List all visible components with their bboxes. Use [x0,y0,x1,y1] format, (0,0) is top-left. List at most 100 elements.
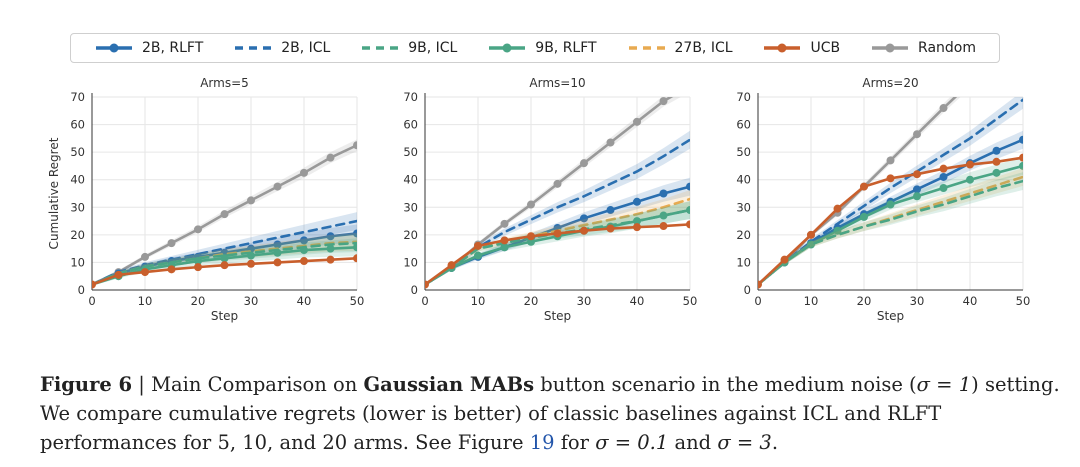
legend-label-9b-icl: 9B, ICL [408,40,458,56]
point-random [500,219,509,228]
caption-sigma-main: σ = 1 [916,373,972,396]
caption-sigma-low: σ = 0.1 [595,431,669,454]
y-tick-label: 30 [736,200,751,214]
legend-item-ucb: UCB [762,40,840,56]
point-2b-rlft [659,189,668,198]
point-9b-rlft [633,217,641,226]
point-random [273,182,282,191]
point-2b-rlft [300,236,308,245]
point-9b-rlft [353,243,357,252]
x-tick-label: 30 [577,294,592,308]
point-ucb [1019,153,1023,162]
legend-swatch-2b-rlft [95,43,132,53]
band-9b-rlft [758,156,1023,286]
caption-figure-label: Figure 6 [40,373,133,396]
point-ucb [247,259,255,268]
panel-arms-2: 0 10 20 30 40 50 0 10 20 30 40 50 60 70 Arms=10 Step [403,76,697,323]
point-9b-rlft [527,237,535,246]
legend-marker-2b-rlft [109,43,119,53]
legend-label-2b-rlft: 2B, RLFT [141,40,204,56]
band-2b-icl [758,97,1023,286]
point-2b-rlft [1019,135,1023,144]
point-random [553,179,562,188]
point-ucb [425,280,429,289]
caption-text-1: button scenario in the medium noise ( [534,373,917,396]
point-2b-rlft [326,232,335,241]
point-ucb [353,254,357,263]
point-random [194,225,202,234]
x-axis-label: Step [544,309,571,323]
point-ucb [527,232,535,241]
point-random [966,79,974,87]
point-ucb [659,222,668,231]
point-ucb [273,258,282,267]
panel-title: Arms=10 [529,76,585,90]
point-random [167,239,176,248]
x-tick-label: 0 [754,294,761,308]
series-line-9b-icl [92,241,357,286]
point-random [580,159,588,168]
point-ucb [966,160,974,169]
x-tick-label: 10 [138,294,153,308]
point-2b-rlft [353,229,357,238]
y-tick-label: 40 [70,173,85,187]
legend-item-2b-rlft: 2B, RLFT [94,40,203,56]
point-random [659,97,668,106]
y-tick-label: 30 [403,200,418,214]
legend-swatch-27b-icl [628,46,665,50]
y-tick-label: 50 [403,145,418,159]
y-tick-label: 10 [403,255,418,269]
panel-title: Arms=5 [200,76,249,90]
x-tick-label: 0 [88,294,95,308]
point-9b-rlft [966,175,974,184]
point-ucb [326,255,335,264]
caption-bold-topic: Gaussian MABs [363,373,535,396]
y-tick-label: 20 [736,228,751,242]
y-tick-label: 0 [411,283,418,297]
point-9b-rlft [1019,161,1023,170]
caption-and: and [668,431,718,454]
point-2b-rlft [992,146,1001,155]
caption-figure-ref-link[interactable]: 19 [529,431,555,454]
legend-item-27b-icl: 27B, ICL [627,40,733,56]
point-ucb [860,182,868,191]
point-random [606,138,615,147]
y-tick-label: 0 [744,283,751,297]
legend-item-random: Random [870,40,976,56]
point-9b-rlft [300,246,308,255]
point-9b-rlft [860,212,868,221]
point-random [300,168,308,177]
point-ucb [913,170,921,179]
point-random [686,82,694,90]
band-27b-icl [758,167,1023,286]
y-tick-label: 70 [403,90,418,104]
band-27b-icl [425,190,690,286]
point-9b-rlft [833,226,842,235]
point-ucb [92,280,96,289]
charts-svg: 0 10 20 30 40 50 0 10 20 30 40 50 60 70 Arms=5 Step Cumu… [47,76,1030,323]
y-tick-label: 50 [736,145,751,159]
y-tick-label: 30 [70,200,85,214]
caption-text-3: for [554,431,596,454]
y-axis-label: Cumulative Regret [47,137,61,249]
point-9b-rlft [500,243,509,252]
point-random [353,141,357,150]
point-ucb [500,236,509,245]
legend-swatch-9b-rlft [489,43,526,53]
y-tick-label: 20 [70,228,85,242]
point-2b-rlft [686,182,690,191]
x-axis-label: Step [211,309,238,323]
point-ucb [141,268,149,277]
y-tick-label: 60 [403,118,418,132]
figure-caption: Figure 6 | Main Comparison on Gaussian M… [40,370,1070,457]
point-9b-rlft [939,183,948,192]
panel-arms-3: 0 10 20 30 40 50 0 10 20 30 40 50 60 70 Arms=20 Step [736,76,1030,323]
y-tick-label: 70 [736,90,751,104]
point-random [913,130,921,139]
series-line-2b-icl [92,219,357,286]
point-ucb [606,224,615,233]
x-tick-label: 20 [524,294,539,308]
x-tick-label: 0 [421,294,428,308]
point-ucb [114,270,123,279]
point-9b-rlft [194,257,202,266]
